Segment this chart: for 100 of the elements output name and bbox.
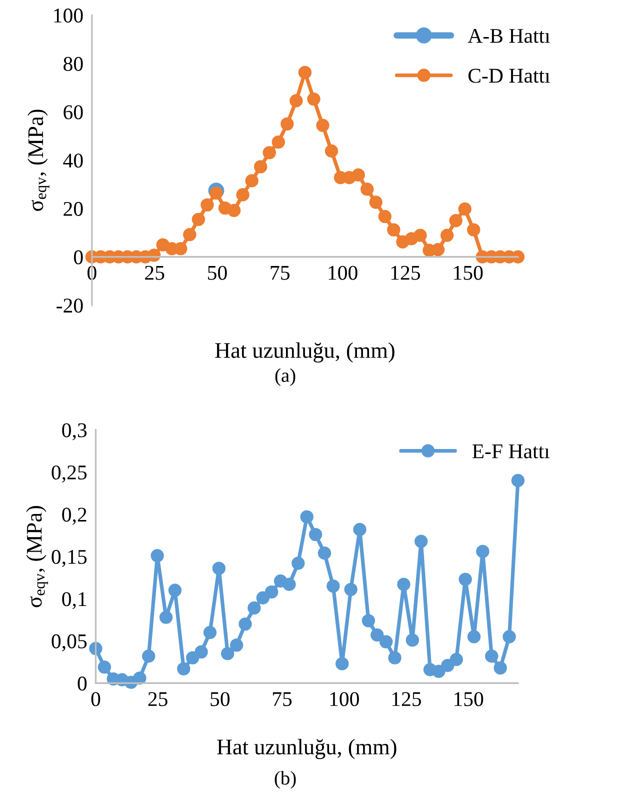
point xyxy=(494,661,507,675)
x-tick-label: 75 xyxy=(272,692,292,706)
x-tick-label: 0 xyxy=(88,266,96,280)
x-tick-label: 0 xyxy=(91,692,100,706)
point xyxy=(227,204,241,218)
y-tick-label: 0,2 xyxy=(62,508,86,525)
legend-label: A-B Hattı xyxy=(468,28,550,43)
point xyxy=(282,578,296,591)
point xyxy=(485,650,498,663)
point xyxy=(245,174,258,188)
x-tick-label: 150 xyxy=(454,266,483,280)
point xyxy=(458,202,472,216)
point xyxy=(502,630,516,644)
y-tick-label: 0 xyxy=(78,676,87,691)
point xyxy=(290,94,303,108)
point xyxy=(308,528,322,542)
point xyxy=(194,645,208,659)
y-axis-title: σ$_{eqv}$, (MPa) xyxy=(26,506,48,608)
x-tick-label: 50 xyxy=(210,692,230,706)
x-tick-label: 50 xyxy=(208,266,227,280)
point xyxy=(280,117,294,131)
x-tick-label: 100 xyxy=(330,692,359,706)
point xyxy=(221,647,234,660)
y-tick-label: 20 xyxy=(64,202,83,216)
point xyxy=(272,135,285,149)
y-tick-label: 0 xyxy=(74,250,83,264)
y-tick-label: 80 xyxy=(64,56,83,71)
point xyxy=(248,601,261,615)
point xyxy=(467,630,481,644)
point xyxy=(387,223,400,236)
point xyxy=(324,144,338,158)
point xyxy=(186,651,200,664)
y-tick-label: 0,25 xyxy=(52,465,87,483)
y-tick-label: 0,15 xyxy=(52,550,87,567)
x-tick-label: 75 xyxy=(270,266,290,280)
point xyxy=(441,658,454,672)
x-tick-label: 25 xyxy=(148,692,168,706)
point xyxy=(150,549,164,562)
point xyxy=(230,638,244,652)
point xyxy=(432,664,446,678)
x-tick-label: 125 xyxy=(392,692,422,706)
point xyxy=(414,228,427,242)
point xyxy=(318,546,332,560)
x-tick-label: 150 xyxy=(454,692,484,706)
point xyxy=(183,228,196,242)
point xyxy=(298,66,312,80)
point xyxy=(440,228,454,242)
point xyxy=(192,212,206,226)
point xyxy=(406,633,420,647)
x-tick-label: 25 xyxy=(145,266,164,280)
point xyxy=(159,610,173,624)
y-axis-title: σ$_{eqv}$, (MPa) xyxy=(28,110,50,211)
y-tick-label: -20 xyxy=(56,298,83,313)
y-tick-label: 40 xyxy=(63,154,83,168)
point xyxy=(212,562,226,575)
point xyxy=(467,223,480,236)
point xyxy=(370,628,384,642)
x-tick-label: 100 xyxy=(328,266,358,280)
y-tick-label: 60 xyxy=(64,105,83,120)
y-tick-label: 100 xyxy=(54,8,83,23)
point xyxy=(203,626,217,640)
point xyxy=(142,650,156,663)
y-tick-label: 0,05 xyxy=(52,634,87,652)
point xyxy=(254,160,268,174)
point xyxy=(458,572,472,586)
point xyxy=(344,582,358,596)
y-tick-label: 0,1 xyxy=(62,592,86,610)
point xyxy=(133,671,146,685)
y-tick-label: 0,3 xyxy=(62,423,87,440)
point xyxy=(378,210,392,224)
point xyxy=(168,584,182,597)
point xyxy=(450,652,463,666)
point xyxy=(174,242,188,256)
point xyxy=(177,662,190,676)
point xyxy=(352,168,365,182)
point xyxy=(292,556,305,570)
point xyxy=(262,146,276,160)
point xyxy=(238,617,252,631)
legend-label: E-F Hattı xyxy=(472,444,550,458)
point xyxy=(98,660,112,674)
x-axis-title: Hat uzunluğu, (mm) xyxy=(217,738,396,760)
point xyxy=(397,578,410,591)
point xyxy=(326,579,340,593)
point xyxy=(388,651,402,664)
point xyxy=(336,657,349,670)
point xyxy=(360,182,374,196)
text: (b) xyxy=(274,771,296,789)
point xyxy=(353,522,366,536)
point xyxy=(264,585,278,599)
point xyxy=(431,243,445,256)
point xyxy=(210,186,223,200)
point xyxy=(307,92,320,106)
point xyxy=(200,198,214,212)
point xyxy=(300,510,314,524)
x-axis-title: Hat uzunluğu, (mm) xyxy=(215,342,394,363)
point xyxy=(362,614,376,628)
point xyxy=(414,534,428,548)
x-tick-label: 125 xyxy=(391,266,420,280)
legend-label: C-D Hattı xyxy=(468,68,550,83)
point xyxy=(379,635,393,648)
